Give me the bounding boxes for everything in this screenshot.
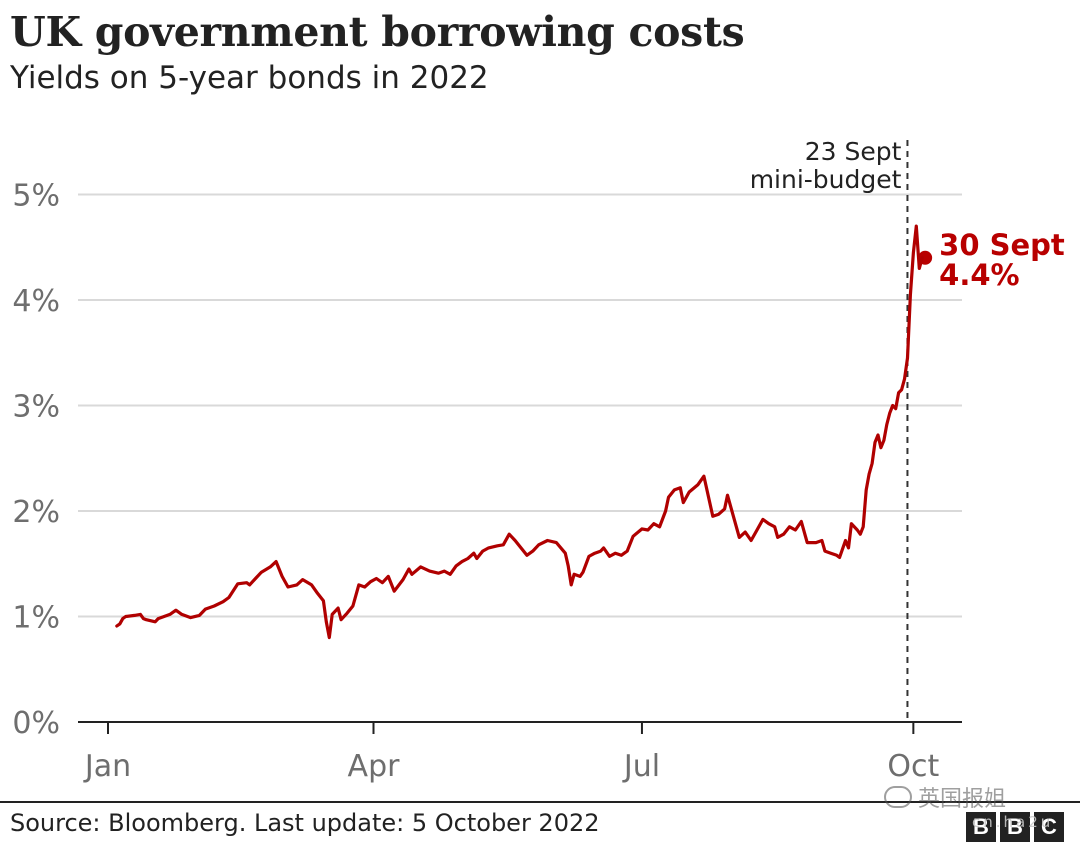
series-layer xyxy=(115,224,924,640)
chart-subtitle: Yields on 5-year bonds in 2022 xyxy=(10,60,489,96)
y-tick-label: 2% xyxy=(12,495,60,530)
x-tick-label: Apr xyxy=(348,749,401,784)
chart-title: UK government borrowing costs xyxy=(10,8,745,56)
y-tick-label: 1% xyxy=(12,601,60,636)
watermark: 英国报姐 xyxy=(884,781,1006,813)
bbc-logo-letter: C xyxy=(1034,812,1064,842)
x-tick-label: Jul xyxy=(622,749,660,784)
y-tick-label: 0% xyxy=(12,706,60,741)
x-axis: Jan Apr Jul Oct xyxy=(78,721,962,784)
x-tick-label: Jan xyxy=(83,749,131,784)
y-axis-ticks: 0% 1% 2% 3% 4% 5% xyxy=(12,179,60,742)
gridlines xyxy=(78,193,962,618)
wechat-icon xyxy=(884,786,912,808)
line-chart: 0% 1% 2% 3% 4% 5% Jan Apr Jul Oct 23 Septmini-bu… xyxy=(12,137,1065,784)
bbc-logo: B B C xyxy=(966,812,1064,842)
source-note: Source: Bloomberg. Last update: 5 Octobe… xyxy=(10,809,600,837)
y-tick-label: 4% xyxy=(12,284,60,319)
watermark-text: 英国报姐 xyxy=(918,787,1007,812)
y-tick-label: 5% xyxy=(12,179,60,214)
x-tick-label: Oct xyxy=(887,749,939,784)
yield-series-line xyxy=(115,224,924,640)
highlight-label: 4.4% xyxy=(939,258,1019,292)
bbc-logo-letter: B xyxy=(966,812,996,842)
bbc-logo-letter: B xyxy=(1000,812,1030,842)
y-tick-label: 3% xyxy=(12,390,60,425)
mini-budget-label: 23 Sept xyxy=(805,137,902,166)
highlight-label: 30 Sept xyxy=(939,228,1065,262)
footer-divider xyxy=(0,801,1080,803)
mini-budget-label: mini-budget xyxy=(750,165,902,194)
watermark-subtext: cn.ha2u xyxy=(972,813,1054,831)
